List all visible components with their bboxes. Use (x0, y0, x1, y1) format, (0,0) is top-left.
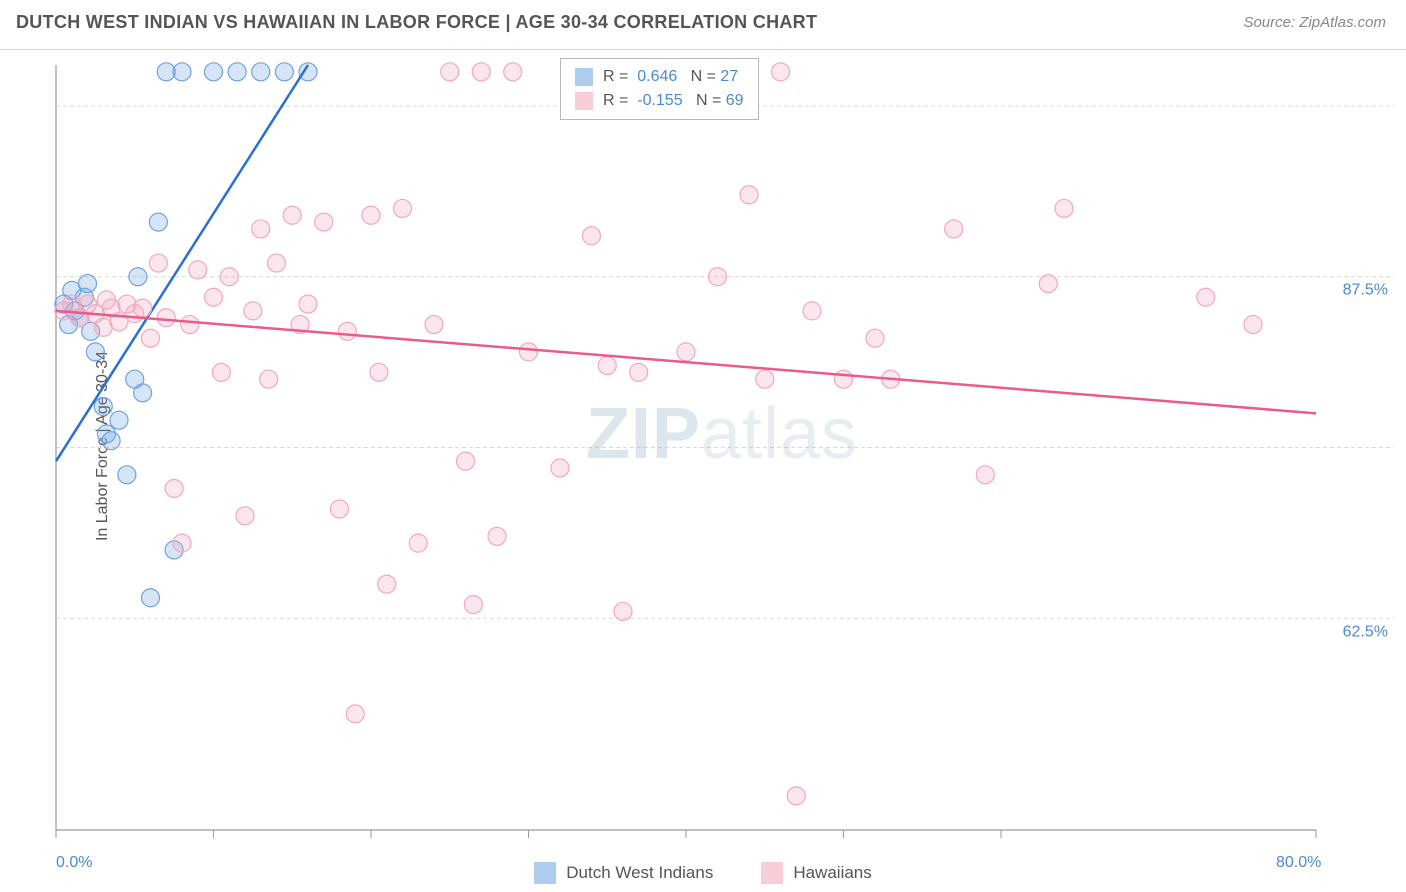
title-bar: DUTCH WEST INDIAN VS HAWAIIAN IN LABOR F… (0, 0, 1406, 50)
legend-label: Hawaiians (793, 863, 871, 883)
svg-text:62.5%: 62.5% (1343, 623, 1388, 640)
plot-area: 62.5%87.5% ZIPatlas R = 0.646 N = 27R = … (48, 50, 1396, 850)
stats-text: R = -0.155 N = 69 (603, 89, 744, 113)
legend-swatch (534, 862, 556, 884)
stats-row: R = -0.155 N = 69 (575, 89, 744, 113)
legend-label: Dutch West Indians (566, 863, 713, 883)
stats-text: R = 0.646 N = 27 (603, 65, 738, 89)
correlation-stats-box: R = 0.646 N = 27R = -0.155 N = 69 (560, 58, 759, 120)
legend-item: Dutch West Indians (534, 862, 713, 884)
legend-item: Hawaiians (761, 862, 871, 884)
legend: Dutch West Indians Hawaiians (0, 862, 1406, 884)
series-swatch (575, 68, 593, 86)
chart-title: DUTCH WEST INDIAN VS HAWAIIAN IN LABOR F… (16, 12, 1386, 33)
legend-swatch (761, 862, 783, 884)
stats-row: R = 0.646 N = 27 (575, 65, 744, 89)
series-swatch (575, 92, 593, 110)
svg-text:87.5%: 87.5% (1343, 282, 1388, 299)
source-label: Source: ZipAtlas.com (1243, 14, 1386, 31)
scatter-chart: 62.5% 87.5% (48, 50, 1396, 850)
